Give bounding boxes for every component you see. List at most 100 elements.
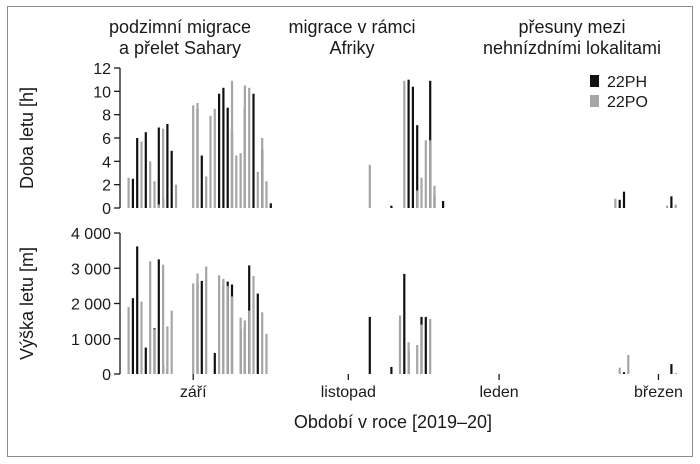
bar-22PH: [166, 124, 169, 208]
bar-22PH: [256, 293, 259, 374]
figure-frame: [7, 6, 693, 457]
duration-y-tick-label: 10: [93, 84, 111, 101]
bar-22PH: [157, 259, 160, 374]
bar-22PO: [162, 264, 165, 374]
bar-22PH: [407, 79, 410, 208]
bar-22PO: [614, 198, 617, 208]
bar-22PO: [230, 296, 234, 374]
altitude-y-axis-title: Výška letu [m]: [17, 247, 37, 360]
bar-22PO: [674, 204, 677, 208]
bar-22PO: [403, 80, 406, 208]
altitude-panel: 0 1 000 2 000 3 000 4 000 Výška letu [m]: [17, 226, 677, 384]
bar-22PO: [674, 372, 677, 374]
bar-22PO: [149, 261, 152, 374]
bar-22PH: [622, 191, 626, 208]
bar-22PH: [618, 199, 621, 208]
bar-22PO: [205, 266, 208, 374]
bar-22PH: [200, 280, 203, 374]
duration-y-tick-label: 8: [102, 108, 111, 125]
altitude-y-tick-label: 3 000: [71, 261, 111, 278]
bar-22PO: [192, 105, 195, 208]
bar-22PO: [243, 85, 246, 208]
bar-22PO: [618, 367, 621, 374]
bar-22PO: [627, 355, 630, 374]
bar-22PH: [131, 178, 134, 208]
bar-22PH: [670, 364, 673, 374]
bar-22PO: [239, 153, 242, 208]
bar-22PO: [192, 283, 195, 374]
bar-22PH: [442, 201, 445, 208]
bar-22PO: [196, 273, 199, 374]
altitude-y-tick-label: 0: [102, 367, 111, 384]
bar-22PO: [420, 177, 423, 208]
bar-22PO: [127, 307, 130, 374]
bar-22PO: [218, 275, 221, 374]
x-axis-title: Období v roce [2019–20]: [294, 412, 492, 432]
bar-22PO: [153, 329, 156, 374]
bar-22PH: [136, 246, 139, 374]
bar-22PO: [256, 171, 259, 208]
bar-22PO: [416, 190, 419, 208]
bar-22PO: [248, 87, 251, 208]
duration-y-tick-label: 2: [102, 178, 111, 195]
bar-22PO: [213, 108, 216, 208]
phase-label-1-line-1: podzimní migrace: [109, 17, 251, 37]
duration-y-tick-label: 0: [102, 201, 111, 218]
bar-22PH: [390, 366, 393, 374]
bar-22PH: [424, 316, 427, 374]
phase-label-2-line-2: Afriky: [330, 38, 375, 58]
bar-22PH: [170, 150, 173, 208]
bar-22PO: [140, 141, 143, 208]
bar-22PH: [403, 273, 406, 374]
bar-22PO: [398, 315, 402, 374]
bar-22PH: [218, 93, 221, 208]
bar-22PO: [429, 319, 432, 374]
bar-22PO: [420, 324, 423, 374]
bar-22PH: [144, 347, 147, 374]
duration-y-axis-title: Doba letu [h]: [17, 87, 37, 189]
bar-22PO: [222, 278, 225, 374]
bar-22PO: [226, 285, 229, 374]
duration-y-tick-label: 6: [102, 131, 111, 148]
bar-22PH: [411, 86, 414, 208]
bar-22PH: [200, 155, 203, 208]
x-tick-label: březen: [634, 384, 683, 401]
bar-22PH: [252, 93, 255, 208]
bar-22PO: [407, 342, 410, 374]
bar-22PO: [196, 103, 199, 208]
bar-22PO: [153, 181, 156, 208]
bar-22PO: [157, 204, 160, 208]
bar-22PO: [235, 155, 238, 208]
bar-22PH: [269, 203, 272, 208]
bar-22PH: [157, 127, 160, 208]
phase-label-3-line-2: nehnízdními lokalitami: [483, 38, 661, 58]
bar-22PO: [140, 301, 143, 374]
phase-label-1-line-2: a přelet Sahary: [119, 38, 241, 58]
x-tick-label: září: [180, 384, 207, 401]
altitude-y-tick-label: 4 000: [71, 226, 111, 243]
bar-22PO: [424, 140, 427, 208]
x-tick-label: listopad: [321, 384, 376, 401]
bar-22PH: [144, 132, 147, 208]
duration-panel: 0 2 4 6 8 10 12 Doba letu [h] 22PH 22PO: [17, 61, 677, 218]
legend-swatch-22PH: [590, 75, 599, 87]
bar-22PO: [209, 115, 212, 208]
bar-22PO: [243, 320, 246, 374]
bar-22PO: [149, 161, 152, 208]
bar-22PO: [205, 176, 208, 208]
bar-22PH: [416, 125, 419, 208]
bar-22PH: [131, 298, 134, 374]
duration-y-tick-label: 4: [102, 154, 111, 171]
bar-22PH: [222, 87, 225, 208]
legend-label-22PH: 22PH: [607, 74, 647, 91]
bar-22PO: [166, 326, 169, 374]
bar-22PH: [226, 107, 229, 208]
x-axis: září listopad leden březen: [180, 374, 683, 401]
bar-22PO: [429, 140, 432, 208]
bar-22PO: [170, 310, 173, 374]
duration-y-tick-label: 12: [93, 61, 111, 78]
bar-22PO: [127, 177, 130, 208]
bar-22PH: [670, 196, 673, 208]
phase-label-3-line-1: přesuny mezi: [518, 17, 625, 37]
